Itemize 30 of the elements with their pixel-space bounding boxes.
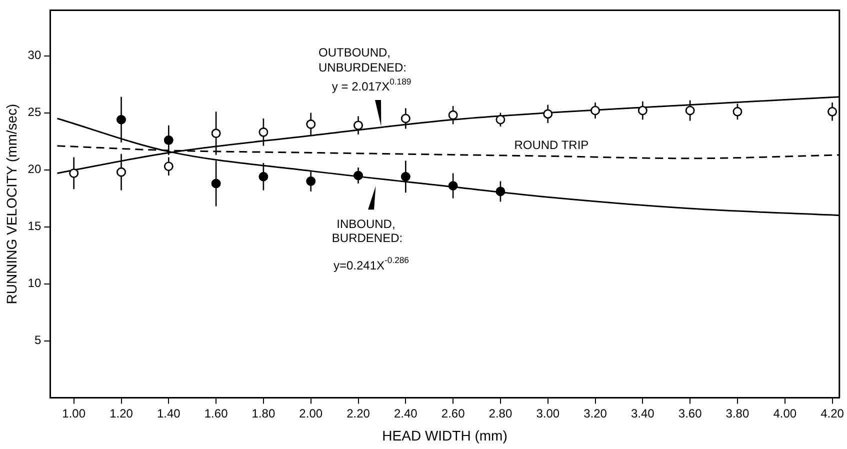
- y-tick-label: 20: [28, 162, 42, 176]
- x-tick-label: 2.20: [346, 406, 370, 420]
- y-tick-label: 25: [28, 105, 42, 120]
- x-tick-label: 3.20: [584, 406, 608, 420]
- x-tick-label: 1.60: [204, 406, 228, 420]
- x-axis-title: HEAD WIDTH (mm): [382, 427, 508, 444]
- y-tick-label: 10: [28, 276, 42, 290]
- annotation: ROUND TRIP: [514, 138, 589, 152]
- x-tick-label: 2.40: [394, 406, 418, 420]
- x-tick-label: 4.00: [773, 406, 797, 420]
- y-tick-label: 5: [34, 333, 42, 348]
- annotation: UNBURDENED:: [318, 60, 407, 74]
- annotation: OUTBOUND,: [318, 46, 390, 60]
- x-tick-label: 2.80: [488, 406, 512, 420]
- x-tick-label: 3.60: [678, 406, 702, 420]
- x-tick-label: 1.20: [110, 406, 134, 420]
- x-tick-label: 1.40: [156, 406, 181, 420]
- x-tick-label: 1.80: [252, 406, 276, 420]
- y-tick-label: 15: [28, 219, 42, 234]
- x-tick-label: 3.80: [726, 406, 750, 420]
- annotation: INBOUND,: [336, 217, 396, 232]
- annotation: BURDENED:: [332, 230, 403, 245]
- y-axis-title: RUNNING VELOCITY (mm/sec): [3, 104, 20, 304]
- x-tick-label: 2.00: [299, 406, 323, 420]
- x-tick-label: 1.00: [62, 406, 86, 420]
- x-tick-label: 4.20: [820, 406, 844, 420]
- x-tick-label: 3.40: [630, 406, 655, 420]
- y-tick-label: 30: [28, 48, 42, 62]
- x-tick-label: 2.60: [441, 406, 466, 420]
- x-tick-label: 3.00: [536, 406, 560, 420]
